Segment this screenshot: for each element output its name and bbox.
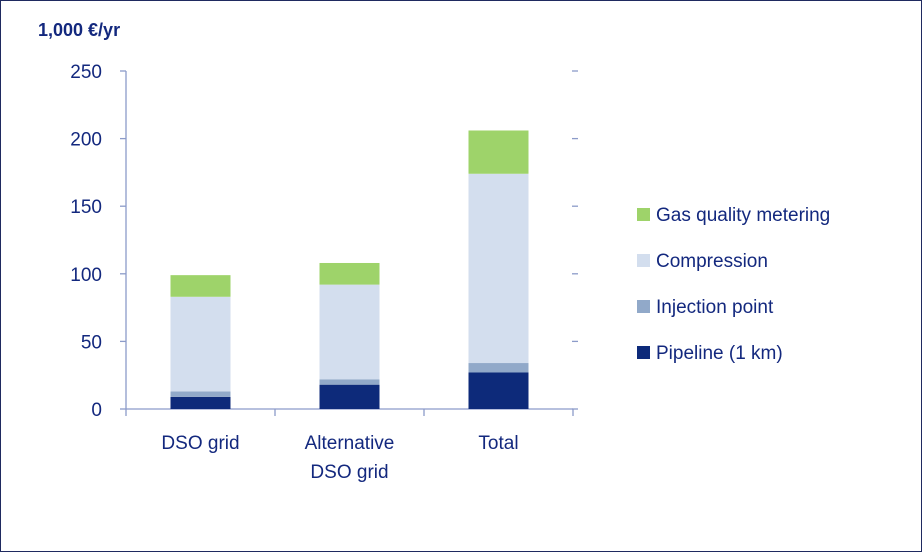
bar-segment-gas-quality-metering-1: [170, 275, 231, 297]
category-label: Alternative: [305, 433, 395, 454]
legend-label: Pipeline (1 km): [656, 343, 783, 364]
bar-segment-injection-point-2: [319, 379, 380, 385]
category-label: DSO grid: [161, 433, 239, 454]
bar-segment-pipeline-1-km-2: [319, 384, 380, 409]
bar-segment-compression-2: [319, 284, 380, 380]
y-tick-label: 0: [91, 400, 102, 421]
bar-segment-pipeline-1-km-3: [468, 372, 529, 409]
legend: Gas quality metering Compression Injection…: [637, 205, 830, 364]
legend-swatch: [637, 346, 650, 359]
bar-segment-compression-1: [170, 296, 231, 392]
category-labels: DSO grid Alternative DSO grid Total: [161, 433, 518, 483]
y-tick-label: 250: [70, 62, 102, 83]
y-tick-label: 50: [81, 332, 102, 353]
category-label: Total: [478, 433, 518, 454]
bar-segment-gas-quality-metering-3: [468, 130, 529, 174]
bar-segment-injection-point-1: [170, 391, 231, 397]
legend-label: Gas quality metering: [656, 205, 830, 226]
bars: [170, 130, 529, 409]
bar-segment-pipeline-1-km-1: [170, 396, 231, 409]
bar-segment-gas-quality-metering-2: [319, 262, 380, 285]
bar-segment-injection-point-3: [468, 363, 529, 373]
legend-swatch: [637, 208, 650, 221]
y-tick-label: 200: [70, 130, 102, 151]
legend-label: Compression: [656, 251, 768, 272]
legend-swatch: [637, 300, 650, 313]
category-label: DSO grid: [310, 462, 388, 483]
y-tick-label: 150: [70, 197, 102, 218]
bar-segment-compression-3: [468, 173, 529, 364]
y-axis-unit-label: 1,000 €/yr: [38, 20, 120, 40]
legend-label: Injection point: [656, 297, 774, 318]
legend-swatch: [637, 254, 650, 267]
y-tick-label: 100: [70, 265, 102, 286]
